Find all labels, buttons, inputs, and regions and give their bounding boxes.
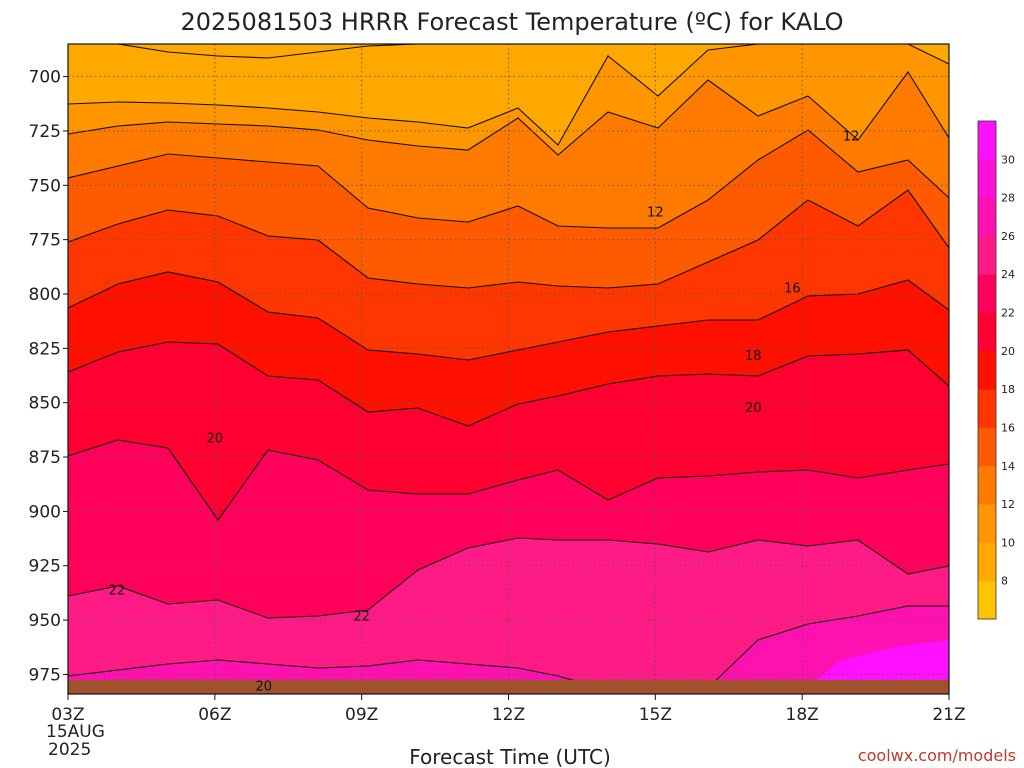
temperature-bands <box>68 44 949 694</box>
y-tick-label: 725 <box>29 122 61 142</box>
isotherm-line <box>68 44 949 59</box>
y-tick-label: 825 <box>29 339 61 359</box>
isotherm-line <box>68 44 949 146</box>
colorbar-swatch <box>978 197 996 237</box>
isotherm-line <box>68 129 949 229</box>
x-start-date: 15AUG <box>46 722 105 742</box>
x-axis-label: Forecast Time (UTC) <box>409 745 611 768</box>
colorbar-swatch <box>978 580 996 620</box>
colorbar-tick-label: 14 <box>1001 460 1015 473</box>
colorbar-frame <box>977 120 997 620</box>
isotherm-line <box>68 341 949 427</box>
y-tick-label: 925 <box>29 557 61 577</box>
isotherm-line <box>68 271 949 361</box>
isotherm-lines <box>68 44 949 693</box>
x-tick-label: 06Z <box>198 705 231 725</box>
x-start-year: 2025 <box>48 740 91 760</box>
colorbar-tick-label: 26 <box>1001 230 1015 243</box>
colorbar-swatch <box>978 465 996 505</box>
colorbar-swatch <box>978 235 996 275</box>
y-tick-label: 875 <box>29 448 61 468</box>
colorbar-tick-label: 10 <box>1001 536 1015 549</box>
temperature-band <box>68 606 949 694</box>
colorbar-swatch <box>978 504 996 543</box>
x-tick-label: 09Z <box>345 705 378 725</box>
colorbar-tick-label: 20 <box>1001 345 1015 358</box>
x-tick-label: 12Z <box>492 705 525 725</box>
colorbar-tick-label: 8 <box>1001 575 1008 588</box>
y-axis: 700 725 750 775 800 825 850 875 900 925 950 975 <box>29 68 68 685</box>
colorbar-tick-label: 30 <box>1001 153 1015 166</box>
isotherm-line <box>68 439 949 521</box>
colorbar-tick-label: 18 <box>1001 383 1015 396</box>
isotherm-line <box>68 537 949 619</box>
contour-label: 20 <box>207 431 224 446</box>
chart-title: 2025081503 HRRR Forecast Temperature (ºC… <box>180 8 843 36</box>
colorbar-tick-label: 16 <box>1001 421 1015 434</box>
x-tick-label: 21Z <box>932 705 965 725</box>
colorbar-swatch <box>978 121 996 160</box>
contour-label: 16 <box>784 281 801 296</box>
y-tick-label: 950 <box>29 611 61 631</box>
colorbar-swatch <box>978 389 996 428</box>
colorbar: 8 10 12 14 16 18 20 22 24 26 28 30 <box>977 120 1015 620</box>
contour-label: 20 <box>256 679 273 694</box>
y-tick-label: 900 <box>29 502 61 522</box>
colorbar-swatch <box>978 274 996 314</box>
colorbar-tick-label: 24 <box>1001 268 1015 281</box>
ground-strip <box>68 680 949 694</box>
colorbar-tick-label: 22 <box>1001 307 1015 320</box>
contour-label: 22 <box>353 610 370 625</box>
colorbar-swatch <box>978 312 996 352</box>
contour-label: 20 <box>745 401 762 416</box>
colorbar-swatch <box>978 350 996 390</box>
colorbar-swatch <box>978 542 996 582</box>
y-tick-label: 700 <box>29 68 61 88</box>
contour-label: 12 <box>843 129 860 144</box>
y-tick-label: 850 <box>29 394 61 414</box>
y-tick-label: 750 <box>29 176 61 196</box>
x-tick-label: 03Z <box>51 705 84 725</box>
isotherm-line <box>68 71 949 156</box>
grid-lines <box>68 44 949 694</box>
x-tick-label: 18Z <box>786 705 819 725</box>
isotherm-line <box>68 605 949 693</box>
plot-area <box>68 44 949 694</box>
isotherm-line <box>68 189 949 289</box>
colorbar-tick-label: 12 <box>1001 498 1015 511</box>
x-tick-label: 15Z <box>639 705 672 725</box>
contour-label: 18 <box>745 349 762 364</box>
colorbar-swatch <box>978 427 996 467</box>
watermark: coolwx.com/models <box>858 746 1016 765</box>
y-tick-label: 775 <box>29 231 61 251</box>
contour-label: 12 <box>647 205 664 220</box>
colorbar-swatch <box>978 159 996 199</box>
x-axis: 03Z 06Z 09Z 12Z 15Z 18Z 21Z <box>51 694 966 725</box>
y-tick-label: 975 <box>29 665 61 685</box>
y-tick-label: 800 <box>29 285 61 305</box>
contour-label: 22 <box>109 584 126 599</box>
contour-labels: 12 12 16 18 20 20 22 22 20 <box>109 129 860 694</box>
colorbar-tick-label: 28 <box>1001 192 1015 205</box>
